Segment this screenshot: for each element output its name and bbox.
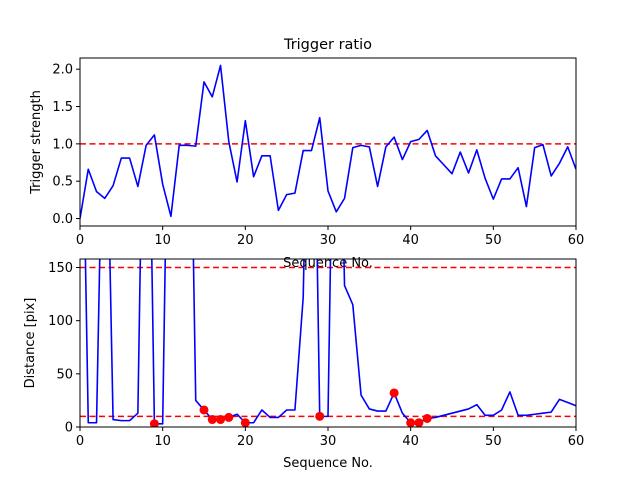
x-tick-label: 60 [568, 434, 585, 449]
highlight-point [315, 411, 325, 421]
x-tick-label: 0 [76, 434, 84, 449]
y-tick-label: 1.0 [52, 137, 73, 152]
distance-chart: 0 10 20 30 40 50 60 0 50 100 150 Sequence No. Dis… [23, 258, 585, 471]
trigger-ratio-chart: Trigger ratio 0 10 20 30 40 50 60 0.0 0.5 1.0 1.5… [29, 37, 584, 271]
y-tick-label: 150 [48, 261, 73, 276]
highlight-point [422, 413, 432, 423]
x-tick-label: 0 [76, 233, 84, 248]
x-axis-label: Sequence No. [283, 256, 373, 271]
x-tick-label: 10 [154, 434, 171, 449]
y-tick-label: 100 [48, 314, 73, 329]
x-tick-label: 20 [237, 233, 254, 248]
y-axis-label: Distance [pix] [23, 298, 38, 389]
x-tick-label: 60 [568, 233, 585, 248]
x-tick-label: 10 [154, 233, 171, 248]
highlight-point [216, 415, 226, 425]
x-tick-label: 40 [402, 434, 419, 449]
x-tick-label: 20 [237, 434, 254, 449]
highlight-point [389, 388, 399, 398]
plot-frame [79, 57, 577, 227]
series-line [84, 259, 576, 425]
y-tick-label: 2.0 [52, 63, 73, 78]
y-tick-label: 50 [56, 367, 73, 382]
highlight-point [199, 405, 209, 415]
x-tick-label: 50 [485, 434, 502, 449]
highlight-point [406, 418, 416, 427]
highlight-point [149, 419, 159, 427]
y-tick-label: 0.5 [52, 175, 73, 190]
y-tick-label: 0.0 [52, 212, 73, 227]
chart-title: Trigger ratio [283, 37, 372, 53]
highlight-point [207, 415, 217, 425]
x-axis-label: Sequence No. [283, 456, 373, 471]
series-line [80, 64, 576, 219]
y-tick-label: 0 [65, 421, 73, 436]
x-tick-label: 30 [320, 434, 337, 449]
highlight-point [224, 412, 234, 422]
highlight-point [240, 418, 250, 427]
y-tick-label: 1.5 [52, 100, 73, 115]
x-tick-label: 50 [485, 233, 502, 248]
y-axis-label: Trigger strength [29, 90, 44, 195]
x-tick-label: 40 [402, 233, 419, 248]
highlight-point [414, 418, 424, 427]
x-tick-label: 30 [320, 233, 337, 248]
